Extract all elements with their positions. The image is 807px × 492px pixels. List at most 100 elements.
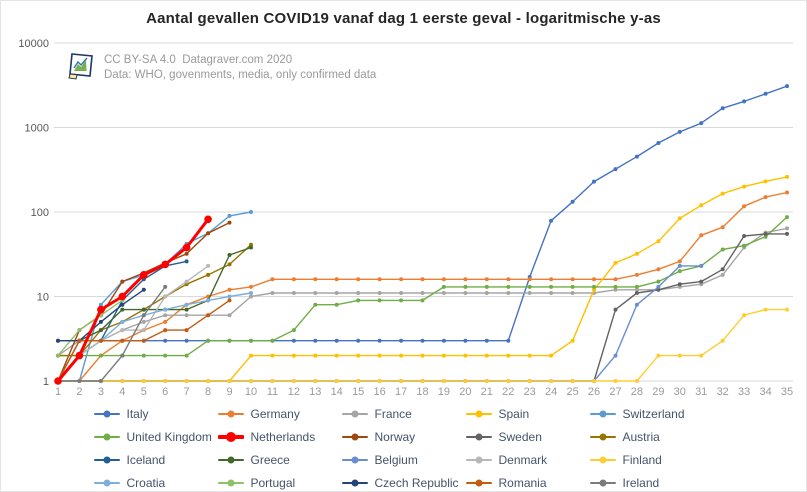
x-tick-label: 27 (609, 386, 621, 398)
x-tick-label: 21 (481, 386, 493, 398)
x-tick-label: 19 (438, 386, 450, 398)
series-denmark (56, 263, 211, 383)
x-tick-label: 35 (781, 386, 793, 398)
legend-label: France (374, 407, 412, 421)
legend-marker-icon (93, 410, 120, 418)
legend-marker-icon (465, 479, 492, 487)
legend-marker-icon (341, 433, 368, 441)
legend-label: Romania (498, 476, 547, 490)
x-tick-label: 12 (288, 386, 300, 398)
legend-marker-icon (217, 432, 244, 442)
legend-item-croatia: Croatia (93, 474, 218, 491)
x-tick-label: 5 (141, 386, 147, 398)
x-tick-label: 29 (652, 386, 664, 398)
series-france (56, 226, 789, 358)
x-tick-label: 14 (331, 386, 343, 398)
license-text: CC BY-SA 4.0 Datagraver.com 2020 (104, 54, 293, 66)
legend-marker-icon (589, 479, 616, 487)
legend-label: Greece (250, 453, 290, 467)
series-netherlands (54, 215, 212, 385)
legend-item-austria: Austria (589, 428, 714, 446)
legend-item-spain: Spain (465, 405, 590, 423)
x-tick-label: 26 (588, 386, 600, 398)
legend-label: Italy (126, 407, 149, 421)
x-tick-label: 24 (545, 386, 557, 398)
legend-label: Czech Republic (374, 476, 459, 490)
y-tick-label: 10 (37, 292, 49, 304)
attribution-text: CC BY-SA 4.0 Datagraver.com 2020 Data: W… (104, 53, 376, 83)
legend-marker-icon (341, 456, 368, 464)
legend-label: Portugal (250, 476, 296, 490)
legend-marker-icon (217, 410, 244, 418)
legend-item-switzerland: Switzerland (589, 405, 714, 423)
legend-label: Netherlands (250, 430, 316, 444)
legend-marker-icon (93, 433, 120, 441)
legend-item-germany: Germany (217, 405, 342, 423)
y-axis-labels: 1 10 100 1000 10000 (18, 38, 49, 388)
legend-label: Germany (250, 407, 300, 421)
datagraver-logo-icon (68, 53, 93, 80)
y-gridlines (54, 42, 793, 382)
x-tick-label: 11 (267, 386, 278, 398)
legend-item-norway: Norway (341, 428, 466, 446)
legend-item-iceland: Iceland (93, 451, 218, 469)
legend-marker-icon (465, 456, 492, 464)
x-tick-label: 3 (98, 386, 104, 398)
y-tick-label: 10000 (18, 38, 49, 50)
legend-marker-icon (93, 456, 120, 464)
legend-label: Austria (622, 430, 660, 444)
legend-item-united-kingdom: United Kingdom (93, 428, 218, 446)
series-belgium (56, 263, 704, 383)
y-tick-label: 100 (31, 207, 49, 219)
legend-label: Iceland (126, 453, 166, 467)
x-tick-label: 18 (416, 386, 428, 398)
series-united-kingdom (56, 215, 789, 358)
legend-item-sweden: Sweden (465, 428, 590, 446)
legend-marker-icon (93, 479, 120, 487)
x-tick-label: 28 (631, 386, 643, 398)
x-tick-label: 8 (205, 386, 211, 398)
legend-label: Denmark (498, 453, 548, 467)
legend-label: Belgium (374, 453, 418, 467)
legend-item-italy: Italy (93, 405, 218, 423)
legend-marker-icon (341, 479, 368, 487)
legend-item-netherlands: Netherlands (217, 428, 342, 446)
x-tick-label: 1 (55, 386, 61, 398)
x-tick-label: 30 (674, 386, 686, 398)
legend-label: Sweden (498, 430, 542, 444)
series-finland (56, 307, 789, 383)
x-tick-label: 2 (76, 386, 82, 398)
legend-item-belgium: Belgium (341, 451, 466, 469)
series-sweden (56, 231, 789, 383)
legend-label: Ireland (622, 476, 660, 490)
legend-marker-icon (341, 410, 368, 418)
y-tick-label: 1 (43, 376, 49, 388)
x-tick-label: 25 (566, 386, 578, 398)
x-tick-label: 16 (373, 386, 385, 398)
legend-item-portugal: Portugal (217, 474, 342, 491)
legend-label: Switzerland (622, 407, 685, 421)
x-tick-label: 34 (759, 386, 771, 398)
legend-item-finland: Finland (589, 451, 714, 469)
legend-item-france: France (341, 405, 466, 423)
x-tick-label: 22 (502, 386, 514, 398)
legend-item-romania: Romania (465, 474, 590, 491)
x-tick-label: 15 (352, 386, 364, 398)
chart-legend: Italy Germany France Spain Switzerland United… (1, 405, 806, 491)
legend-item-greece: Greece (217, 451, 342, 469)
x-tick-label: 33 (738, 386, 750, 398)
legend-item-czech-republic: Czech Republic (341, 474, 466, 491)
legend-marker-icon (589, 456, 616, 464)
legend-marker-icon (589, 433, 616, 441)
legend-marker-icon (217, 479, 244, 487)
x-tick-label: 7 (184, 386, 190, 398)
legend-label: Finland (622, 453, 662, 467)
legend-label: Croatia (126, 476, 166, 490)
legend-label: Norway (374, 430, 416, 444)
chart-area: 1 10 100 1000 10000 1 2 3 4 5 6 7 8 9 10 11 12 13 14 15 16 17… (1, 29, 806, 401)
x-tick-label: 23 (524, 386, 536, 398)
x-tick-label: 13 (309, 386, 321, 398)
series-italy (56, 84, 789, 343)
